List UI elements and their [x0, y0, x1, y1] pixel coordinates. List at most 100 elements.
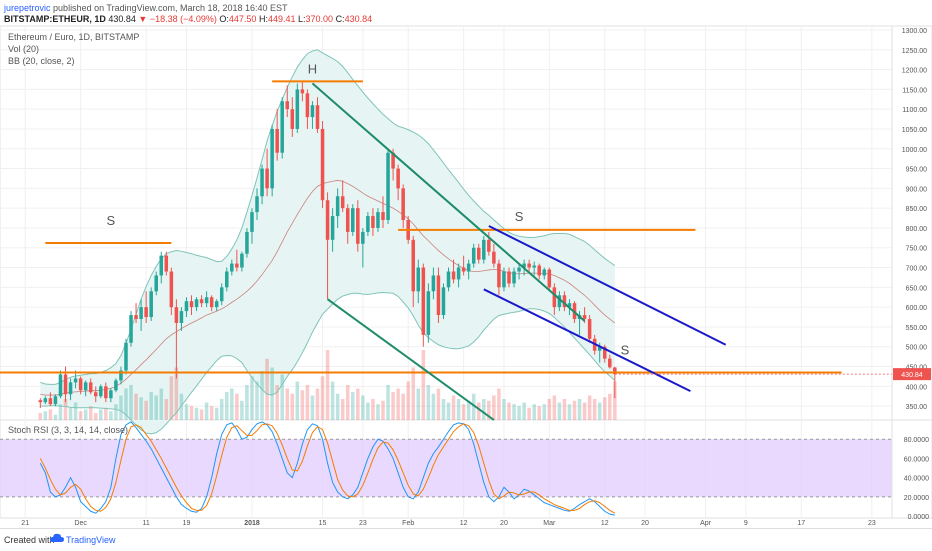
- candle: [78, 376, 83, 395]
- volume-bar: [345, 385, 350, 420]
- volume-bar: [144, 400, 148, 420]
- stoch-axis[interactable]: 80.0000 60.0000 40.0000 20.0000 0.0000: [891, 419, 932, 521]
- candle-body: [58, 374, 63, 397]
- candle: [270, 124, 274, 197]
- price-tick-label: 500.00: [906, 345, 928, 352]
- tradingview-cloud-icon: [50, 533, 64, 542]
- candle: [240, 251, 244, 272]
- candle-body: [300, 89, 305, 94]
- candle: [88, 378, 93, 395]
- candle: [441, 283, 446, 320]
- candle-body: [517, 267, 521, 272]
- candle-body: [154, 275, 158, 292]
- candle: [431, 267, 436, 300]
- price-axis[interactable]: 1300.00 1250.00 1200.00 1150.00 1100.00 1050.…: [891, 25, 932, 421]
- candle-body: [471, 247, 476, 264]
- drawing-annotations[interactable]: S H S S: [0, 62, 842, 421]
- candle-body: [295, 89, 300, 129]
- symbol-line: BITSTAMP:ETHEUR, 1D 430.84 ▼ −18.38 (−4.…: [4, 14, 372, 24]
- volume-bar: [597, 402, 602, 420]
- candle-body: [421, 267, 426, 335]
- candle-body: [144, 307, 148, 318]
- volume-bar: [53, 414, 58, 420]
- volume-bar: [532, 404, 536, 420]
- candle: [446, 267, 451, 292]
- candle-body: [184, 301, 189, 312]
- candle: [109, 388, 113, 403]
- candles[interactable]: [38, 81, 617, 409]
- candle: [517, 263, 521, 280]
- price-tick-label: 950.00: [906, 167, 928, 174]
- volume-bar: [552, 395, 557, 420]
- candle: [68, 378, 73, 401]
- volume-bar: [557, 402, 562, 420]
- volume-bar: [492, 395, 496, 420]
- volume-bar: [391, 392, 395, 420]
- stoch-tick-label: 80.0000: [904, 437, 929, 444]
- candle: [265, 148, 269, 197]
- candle: [134, 303, 138, 323]
- candle: [114, 378, 118, 393]
- candle-body: [83, 382, 88, 391]
- high-value: 449.41: [267, 14, 296, 24]
- volume-bar: [139, 397, 143, 420]
- candle: [476, 243, 481, 264]
- price-tick-label: 1050.00: [902, 127, 927, 134]
- volume-legend[interactable]: Vol (20): [8, 44, 40, 54]
- candle-body: [53, 396, 58, 405]
- candle: [38, 398, 43, 409]
- candle: [542, 267, 547, 280]
- candle: [164, 251, 169, 276]
- candle: [401, 184, 405, 228]
- candle-body: [562, 295, 567, 308]
- bollinger-legend[interactable]: BB (20, close, 2): [8, 56, 75, 66]
- volume-bar: [260, 371, 264, 420]
- price-tick-label: 450.00: [906, 365, 928, 372]
- candle-body: [179, 311, 184, 323]
- candle: [330, 208, 335, 252]
- tradingview-brand[interactable]: TradingView: [66, 535, 116, 545]
- time-tick-label: 9: [744, 520, 748, 527]
- candle: [497, 259, 501, 296]
- time-tick-label: 12: [601, 520, 609, 527]
- volume-bar: [104, 407, 108, 420]
- volume-bar: [265, 358, 269, 420]
- candle-body: [351, 208, 355, 232]
- volume-bar: [134, 393, 138, 420]
- volume-bar: [356, 388, 360, 420]
- candle-body: [396, 168, 400, 189]
- volume-bar: [426, 385, 431, 420]
- volume-bar: [381, 400, 385, 420]
- stoch-rsi-legend[interactable]: Stoch RSI (3, 3, 14, 14, close): [8, 425, 129, 435]
- candle: [502, 267, 506, 292]
- candle-body: [537, 265, 541, 276]
- last-price-tag: 430.84: [614, 368, 931, 381]
- candle: [602, 344, 607, 363]
- candle-body: [507, 271, 511, 284]
- candle-body: [260, 168, 264, 197]
- candle: [83, 380, 88, 397]
- candle-body: [129, 315, 133, 343]
- candle-body: [48, 398, 53, 405]
- pattern-label: S: [621, 343, 630, 358]
- candle-body: [99, 386, 103, 397]
- candle: [547, 267, 552, 292]
- volume-bar: [330, 381, 335, 420]
- volume-bar: [99, 409, 103, 420]
- volume-bar: [68, 407, 73, 420]
- time-axis[interactable]: 21 Dec 11 19 2018 15 23 Feb 12 20 Mar 12 20 Apr 9 17 23: [21, 520, 876, 527]
- candle: [421, 263, 426, 347]
- candle-body: [345, 208, 350, 232]
- stoch-d-line: [39, 423, 616, 514]
- candle-body: [139, 307, 143, 320]
- candle-body: [134, 315, 138, 320]
- candle-body: [104, 386, 108, 399]
- candle: [371, 208, 375, 236]
- volume-bar: [88, 406, 93, 420]
- time-tick-label: Dec: [74, 520, 87, 527]
- candle-body: [174, 307, 179, 323]
- candle: [129, 311, 133, 347]
- candle-body: [512, 271, 516, 284]
- author-link[interactable]: jurepetrovic: [4, 3, 51, 13]
